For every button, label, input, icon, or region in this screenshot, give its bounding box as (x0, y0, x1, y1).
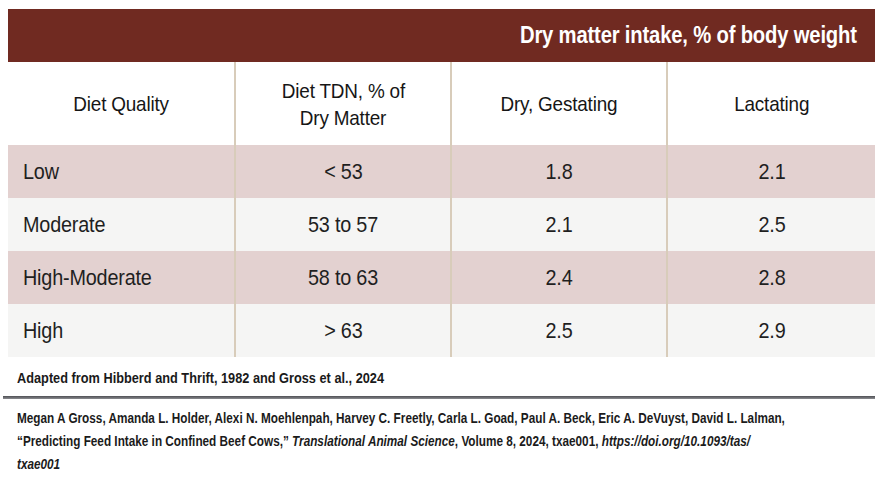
adapted-from-note: Adapted from Hibberd and Thrift, 1982 an… (17, 369, 384, 386)
cell-dry-gestating: 2.1 (450, 198, 666, 251)
dry-matter-intake-table: Dry matter intake, % of body weight Diet… (8, 9, 875, 357)
page: Dry matter intake, % of body weight Diet… (0, 0, 888, 488)
cell-quality: Low (8, 145, 234, 198)
table-row-high: High > 63 2.5 2.9 (8, 304, 875, 357)
cell-lactating: 2.5 (666, 198, 875, 251)
cell-tdn: 58 to 63 (234, 251, 450, 304)
citation-doi-continuation-line: txae001 (17, 453, 785, 476)
column-header-dry-gestating: Dry, Gestating (450, 62, 666, 145)
table-header-row: Diet Quality Diet TDN, % of Dry Matter D… (8, 62, 875, 145)
citation-title-journal-line: “Predicting Feed Intake in Confined Beef… (17, 430, 785, 453)
column-header-label: Dry Matter (300, 104, 386, 131)
table-title: Dry matter intake, % of body weight (520, 22, 857, 49)
table-row-moderate: Moderate 53 to 57 2.1 2.5 (8, 198, 875, 251)
doi-text: https://doi.org/10.1093/tas/ (602, 433, 750, 449)
column-header-lactating: Lactating (666, 62, 875, 145)
column-header-label: Diet Quality (73, 90, 169, 117)
cell-lactating: 2.8 (666, 251, 875, 304)
cell-dry-gestating: 1.8 (450, 145, 666, 198)
cell-tdn: > 63 (234, 304, 450, 357)
cell-quality: High-Moderate (8, 251, 234, 304)
cell-lactating: 2.1 (666, 145, 875, 198)
table-row-low: Low < 53 1.8 2.1 (8, 145, 875, 198)
cell-tdn: 53 to 57 (234, 198, 450, 251)
column-header-diet-tdn: Diet TDN, % of Dry Matter (234, 62, 450, 145)
footer-divider-line (3, 396, 875, 399)
cell-quality: High (8, 304, 234, 357)
cell-tdn: < 53 (234, 145, 450, 198)
table-row-high-moderate: High-Moderate 58 to 63 2.4 2.8 (8, 251, 875, 304)
doi-text: txae001 (17, 456, 60, 472)
column-header-label: Lactating (734, 90, 809, 117)
cell-lactating: 2.9 (666, 304, 875, 357)
column-header-label: Dry, Gestating (501, 90, 618, 117)
cell-quality: Moderate (8, 198, 234, 251)
column-header-label: Diet TDN, % of (281, 77, 404, 104)
cell-dry-gestating: 2.4 (450, 251, 666, 304)
source-citation: Megan A Gross, Amanda L. Holder, Alexi N… (17, 407, 888, 476)
column-header-diet-quality: Diet Quality (8, 62, 234, 145)
citation-authors-line: Megan A Gross, Amanda L. Holder, Alexi N… (17, 407, 785, 430)
table-title-banner: Dry matter intake, % of body weight (8, 9, 875, 62)
cell-dry-gestating: 2.5 (450, 304, 666, 357)
journal-name: Translational Animal Science (292, 433, 455, 449)
